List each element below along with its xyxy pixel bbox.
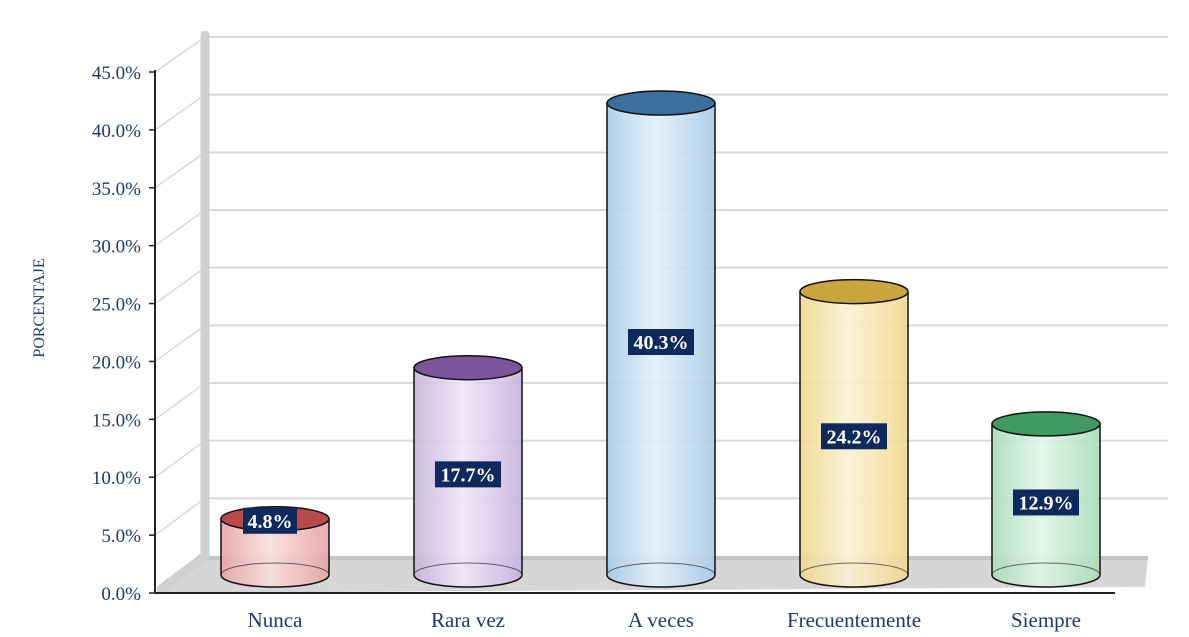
data-label: 24.2%	[827, 426, 882, 448]
y-tick-label: 35.0%	[92, 179, 141, 200]
bar-base-arc	[991, 562, 1101, 576]
data-label: 4.8%	[248, 511, 293, 533]
left-wall-base	[156, 551, 210, 594]
bar-base-arc	[220, 562, 330, 576]
gridline-side	[154, 94, 206, 131]
gridline-side	[154, 209, 206, 247]
gridline-side	[154, 151, 206, 189]
data-label: 40.3%	[634, 332, 689, 354]
gridline-side	[154, 497, 206, 536]
bar-frecuentemente: 24.2%	[799, 278, 909, 588]
y-tick-label: 40.0%	[92, 121, 141, 142]
bar-base-arc	[606, 562, 716, 576]
data-label: 17.7%	[441, 464, 496, 486]
bar-base-arc	[413, 562, 523, 576]
y-tick-label: 10.0%	[92, 468, 141, 489]
gridline-side	[154, 382, 206, 420]
x-tick-label: A veces	[628, 608, 694, 632]
bar-top	[606, 90, 716, 116]
bar-siempre: 12.9%	[991, 411, 1101, 588]
y-tick-labels: 0.0% 5.0% 10.0% 15.0% 20.0% 25.0% 30.0% 35.0% 40…	[92, 63, 141, 605]
data-label-bg	[435, 461, 501, 488]
bar-a-veces: 40.3%	[606, 90, 716, 588]
gridline-side	[154, 324, 206, 363]
data-label-bg	[628, 329, 694, 356]
data-label-bg	[243, 507, 297, 534]
y-tick-label: 30.0%	[92, 237, 141, 258]
gridline-side	[154, 36, 206, 73]
y-tick-label: 0.0%	[101, 584, 141, 605]
bar-top	[799, 278, 909, 305]
y-tick-label: 5.0%	[101, 526, 141, 547]
data-label: 12.9%	[1019, 492, 1074, 514]
data-label-bg	[821, 423, 887, 450]
x-tick-label: Siempre	[1011, 608, 1081, 632]
y-tick-label: 45.0%	[92, 63, 141, 84]
bar-body	[220, 518, 330, 588]
bar-top	[991, 411, 1101, 437]
bar-rara-vez: 17.7%	[413, 354, 523, 588]
y-tick-label: 25.0%	[92, 295, 141, 316]
x-tick-label: Nunca	[248, 608, 303, 632]
bar-nunca: 4.8%	[220, 506, 330, 588]
data-label-bg	[1013, 489, 1079, 516]
y-tick-label: 15.0%	[92, 410, 141, 431]
bar-base-arc	[799, 562, 909, 576]
y-axis-label: PORCENTAJE	[31, 258, 48, 357]
bars: 4.8% 17.7% 40.3% 24.2% 12.9%	[220, 90, 1101, 588]
gridline-side	[154, 267, 206, 305]
bar-top	[413, 354, 523, 381]
y-tick-label: 20.0%	[92, 352, 141, 373]
x-tick-labels: Nunca Rara vez A veces Frecuentemente Siempr…	[248, 608, 1081, 632]
gridline-side	[154, 440, 206, 478]
x-tick-label: Rara vez	[431, 608, 505, 632]
x-tick-label: Frecuentemente	[787, 608, 921, 632]
